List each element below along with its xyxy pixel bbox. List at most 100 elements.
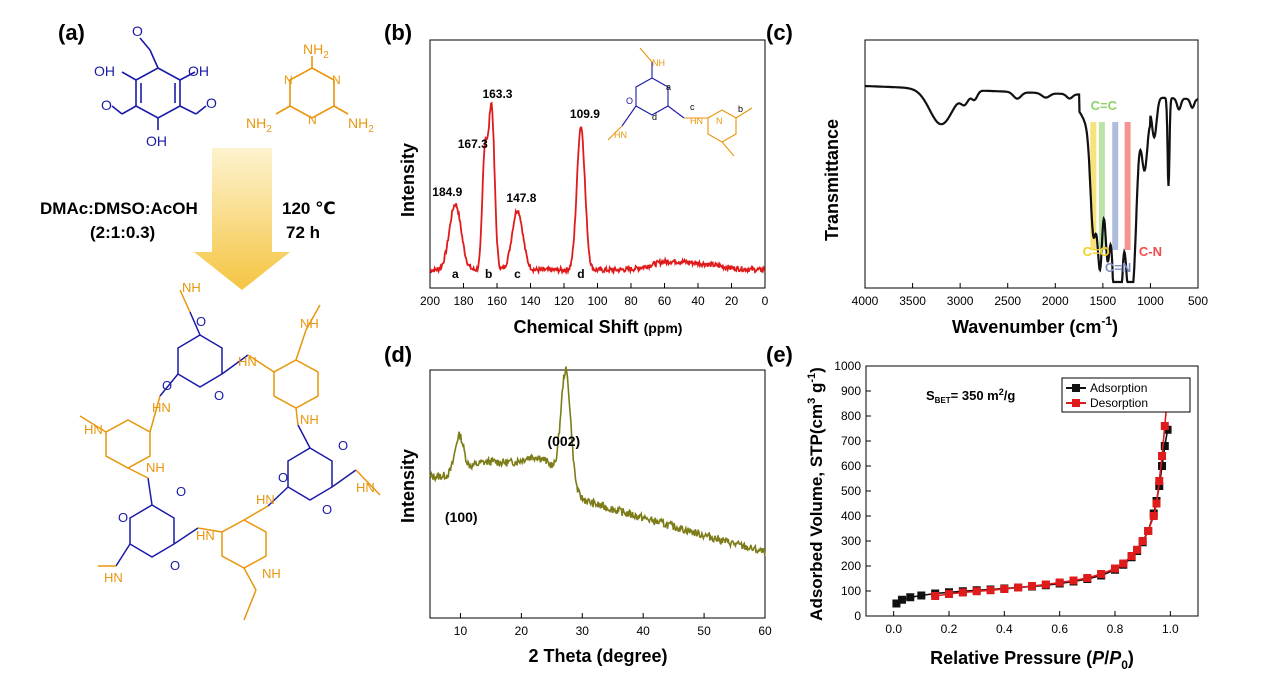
cof-nh9: HN: [256, 492, 275, 507]
ftir-bands: [1090, 122, 1130, 250]
inset-hn-left: HN: [614, 130, 627, 140]
bet-point-desorption: [1144, 527, 1152, 535]
bet-point-desorption: [973, 587, 981, 595]
cof-o6: O: [322, 502, 332, 517]
solvent-ratio: (2:1:0.3): [90, 223, 155, 242]
cof-oxygens: O O O O O O O O O: [118, 314, 348, 573]
cof-o9: O: [170, 558, 180, 573]
ftir-y-axis-label: Transmittance: [822, 119, 842, 241]
cof-nh3: NH: [300, 316, 319, 331]
nmr-assignment-letter: b: [485, 267, 492, 281]
ftir-x-tick-label: 3500: [899, 294, 926, 308]
aldehyde-atoms: O OH OH O O OH: [94, 23, 217, 149]
atom-nh2-top: NH2: [303, 41, 329, 61]
figure-canvas: (a) O OH OH O O OH N: [0, 0, 1269, 675]
pxrd-pattern-line: [430, 367, 765, 556]
nmr-x-axis-label: Chemical Shift (ppm): [514, 317, 683, 337]
cof-o3: O: [214, 388, 224, 403]
bet-point-desorption: [1128, 552, 1136, 560]
cof-nh5: HN: [84, 422, 103, 437]
bet-y-tick-label: 0: [854, 609, 861, 623]
nmr-y-axis-label: Intensity: [398, 143, 418, 217]
bet-y-tick-label: 300: [841, 534, 861, 548]
bet-series-line-adsorption: [896, 430, 1167, 604]
cof-o7: O: [176, 484, 186, 499]
legend-label-adsorption: Adsorption: [1090, 381, 1147, 395]
ftir-x-axis-label: Wavenumber (cm-1): [952, 314, 1118, 337]
pxrd-x-tick-label: 40: [637, 624, 651, 638]
inset-c: c: [690, 102, 695, 112]
temperature-label: 120 ℃: [282, 199, 336, 218]
bet-point-desorption: [1119, 560, 1127, 568]
bet-y-tick-label: 900: [841, 384, 861, 398]
inset-a: a: [666, 82, 671, 92]
panel-label-a: (a): [58, 20, 85, 45]
cof-o2: O: [162, 378, 172, 393]
cof-nh2: HN: [238, 354, 257, 369]
ftir-x-tick-label: 4000: [852, 294, 879, 308]
pxrd-x-ticks: 10 20 30 40 50 60: [454, 613, 772, 638]
bet-point-desorption: [1042, 581, 1050, 589]
nmr-x-tick-label: 40: [691, 294, 705, 308]
bet-point-desorption: [1161, 422, 1169, 430]
cof-o4: O: [338, 438, 348, 453]
nmr-x-tick-label: 200: [420, 294, 440, 308]
nmr-inset-labels: NH HN HN N O a b c d: [614, 58, 743, 140]
atom-o-right: O: [206, 95, 217, 111]
pxrd-peak-label: (100): [445, 509, 478, 525]
bet-y-tick-label: 200: [841, 559, 861, 573]
bet-y-tick-label: 400: [841, 509, 861, 523]
pxrd-peak-labels: (100) (002): [445, 433, 580, 525]
cof-amines: NH HN NH HN HN NH NH HN HN HN HN NH: [84, 280, 375, 585]
bet-point-desorption: [1150, 512, 1158, 520]
cof-nh10: HN: [196, 528, 215, 543]
bet-y-tick-label: 1000: [834, 359, 861, 373]
bet-y-tick-label: 600: [841, 459, 861, 473]
cof-network: [80, 290, 380, 620]
inset-d: d: [652, 112, 657, 122]
bet-x-axis-label: Relative Pressure (P/P0): [930, 648, 1134, 672]
bet-point-desorption: [1158, 452, 1166, 460]
atom-n3: N: [308, 113, 317, 127]
atom-o-left: O: [101, 97, 112, 113]
pxrd-peak-label: (002): [547, 433, 580, 449]
bet-x-tick-label: 0.2: [941, 622, 958, 636]
bet-point-desorption: [1111, 565, 1119, 573]
bet-x-tick-label: 0.6: [1051, 622, 1068, 636]
bet-y-axis-label: Adsorbed Volume, STP(cm3 g-1): [806, 367, 826, 621]
ftir-band-label: C-N: [1139, 244, 1162, 259]
nmr-spectrum-line: [430, 103, 764, 272]
cof-nh4: HN: [152, 400, 171, 415]
bet-y-tick-label: 800: [841, 409, 861, 423]
bet-series-line-desorption: [935, 394, 1167, 597]
panel-d-pxrd: (d) 10 20 30 40 50 60 (100) (002) 2 Theta (deg…: [384, 342, 772, 666]
bet-point-desorption: [1155, 477, 1163, 485]
pxrd-x-tick-label: 20: [515, 624, 529, 638]
bet-legend: Adsorption Desorption: [1062, 378, 1190, 412]
pxrd-x-tick-label: 10: [454, 624, 468, 638]
bet-surface-area-annotation: SBET= 350 m2/g: [926, 387, 1015, 405]
reaction-arrow: [194, 148, 290, 290]
ftir-x-tick-label: 1500: [1090, 294, 1117, 308]
panel-b-nmr: (b) 200 180 160 140 120 100 80 60 40 20 0 184.9167…: [384, 20, 769, 337]
nmr-x-ticks: 200 180 160 140 120 100 80 60 40 20 0: [420, 283, 769, 308]
panel-a-scheme: (a) O OH OH O O OH N: [40, 20, 380, 620]
panel-label-e: (e): [766, 342, 793, 367]
atom-n1: N: [284, 73, 293, 87]
pxrd-x-tick-label: 30: [576, 624, 590, 638]
bet-series-markers: [892, 390, 1171, 608]
nmr-assignment-letter: c: [514, 267, 521, 281]
inset-o-left: O: [626, 96, 633, 106]
cof-nh7: NH: [300, 412, 319, 427]
inset-hn-right: HN: [690, 116, 703, 126]
pxrd-frame: [430, 370, 765, 618]
bet-point-desorption: [931, 592, 939, 600]
bet-point-desorption: [945, 590, 953, 598]
cof-o5: O: [278, 470, 288, 485]
ftir-x-tick-label: 1000: [1137, 294, 1164, 308]
atom-oh-left: OH: [94, 63, 115, 79]
atom-nh2-right: NH2: [348, 115, 374, 135]
nmr-assignment-letter: a: [452, 267, 459, 281]
bet-point-desorption: [1153, 500, 1161, 508]
atom-oh-bottom: OH: [146, 133, 167, 149]
